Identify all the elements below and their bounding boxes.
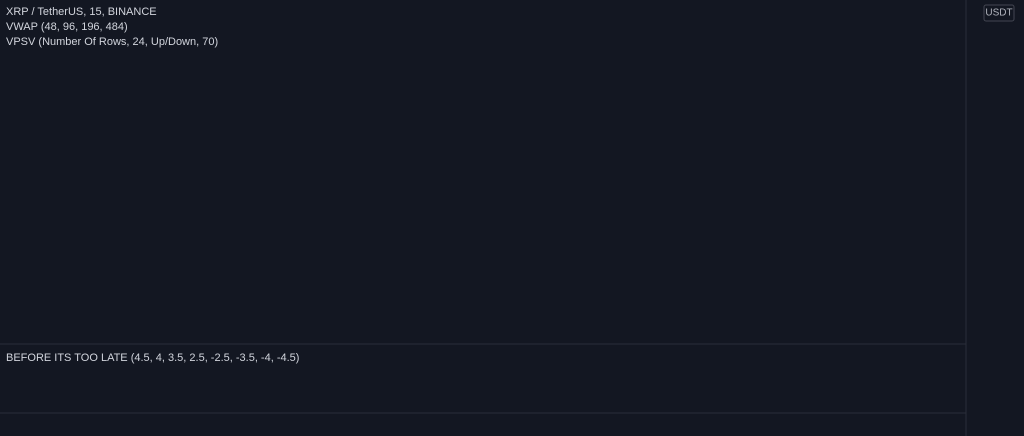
symbol-title[interactable]: XRP / TetherUS, 15, BINANCE: [6, 6, 157, 18]
indicator-legend[interactable]: BEFORE ITS TOO LATE (4.5, 4, 3.5, 2.5, -…: [6, 352, 299, 364]
indicator-legend[interactable]: VWAP (48, 96, 196, 484): [6, 21, 128, 33]
currency-button[interactable]: [983, 4, 1015, 22]
currency[interactable]: USDT: [985, 8, 1012, 19]
indicator-legend[interactable]: VPSV (Number Of Rows, 24, Up/Down, 70): [6, 36, 218, 48]
